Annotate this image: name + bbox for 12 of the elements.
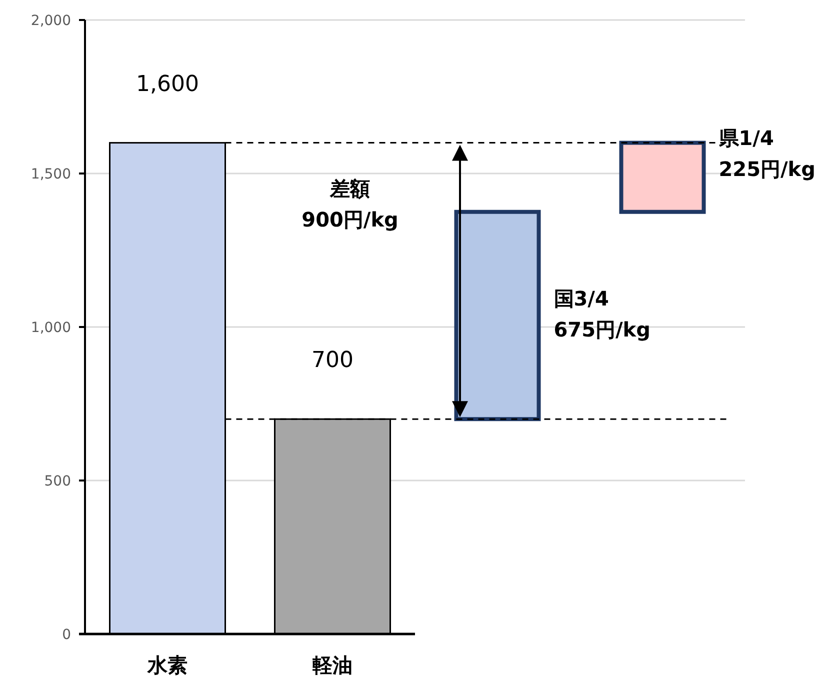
- annotation: 差額 900円/kg: [302, 176, 398, 232]
- x-tick-label: 軽油: [312, 653, 352, 677]
- x-tick-label: 水素: [146, 653, 188, 677]
- data-label: 700: [312, 348, 354, 374]
- annotation: 国3/4 675円/kg: [554, 286, 650, 342]
- data-label: 1,600: [136, 72, 199, 97]
- y-tick-label: 2,000: [30, 13, 71, 29]
- y-tick-label: 0: [62, 627, 71, 643]
- y-tick-label: 1,000: [30, 320, 71, 336]
- y-tick-label: 500: [44, 474, 71, 490]
- annotation: 県1/4 225円/kg: [718, 126, 816, 181]
- y-tick-label: 1,500: [30, 166, 71, 182]
